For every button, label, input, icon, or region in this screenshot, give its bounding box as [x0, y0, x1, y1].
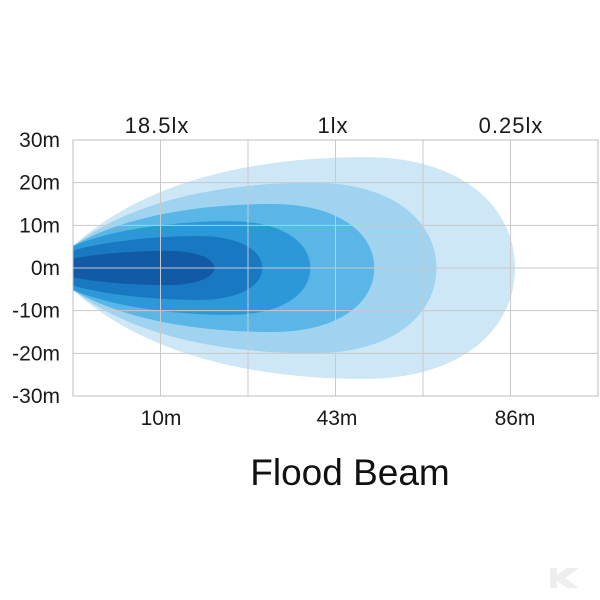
y-tick-label: -20m [12, 342, 60, 365]
chart-grid [72, 139, 599, 397]
y-tick-label: 10m [19, 214, 60, 237]
y-tick-label: 30m [19, 129, 60, 152]
lux-label: 1lx [317, 113, 348, 138]
x-tick-label: 86m [495, 407, 536, 430]
y-tick-label: -30m [12, 385, 60, 408]
x-tick-label: 10m [141, 407, 182, 430]
chart-title: Flood Beam [250, 452, 450, 493]
lux-label: 0.25lx [479, 113, 544, 138]
y-tick-label: 0m [31, 257, 60, 280]
y-tick-label: 20m [19, 172, 60, 195]
y-tick-label: -10m [12, 300, 60, 323]
lux-labels: 18.5lx 1lx 0.25lx [125, 113, 544, 138]
brand-watermark-icon [550, 568, 579, 588]
plot-frame [72, 139, 599, 397]
x-axis-labels: 10m 43m 86m [141, 407, 536, 430]
y-axis-labels: 30m 20m 10m 0m -10m -20m -30m [12, 129, 60, 408]
lux-label: 18.5lx [125, 113, 190, 138]
x-tick-label: 43m [317, 407, 358, 430]
